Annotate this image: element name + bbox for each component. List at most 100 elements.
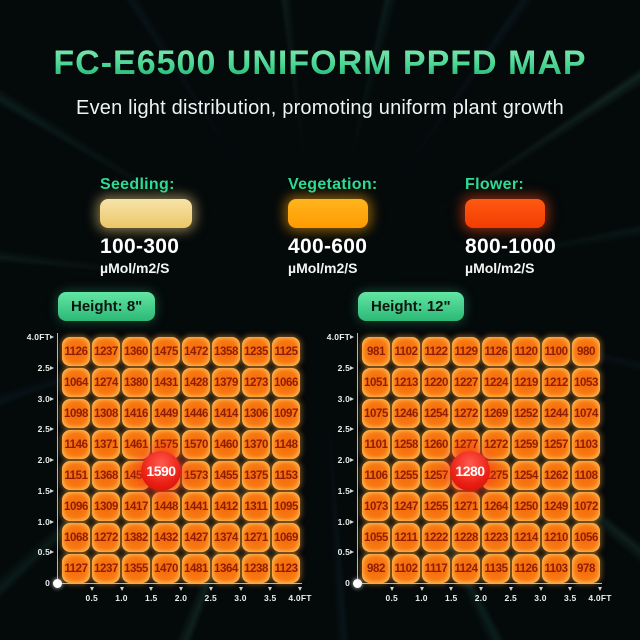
x-tick-marker xyxy=(449,587,454,591)
x-tick-label: 2.5 xyxy=(204,593,217,603)
y-tick-label: 3.0 xyxy=(337,393,350,404)
ppfd-grid: 981 1102 1122 1129 1126 1120 1100 980 1051 1213 12… xyxy=(362,337,600,583)
ppfd-cell: 1364 xyxy=(212,554,240,583)
ppfd-cell: 1238 xyxy=(242,554,270,583)
ppfd-cell: 1254 xyxy=(512,461,540,490)
flower-color-swatch xyxy=(465,199,545,228)
x-tick-marker xyxy=(89,587,94,591)
ppfd-cell: 1122 xyxy=(422,337,450,366)
ppfd-cell: 1103 xyxy=(542,554,570,583)
ppfd-cell: 1223 xyxy=(482,523,510,552)
ppfd-cell: 1126 xyxy=(62,337,90,366)
ppfd-cell: 1106 xyxy=(362,461,390,490)
legend-label: Seedling: xyxy=(100,176,175,193)
x-tick-label: 0.5 xyxy=(85,593,98,603)
x-tick-label: 2.0 xyxy=(174,593,188,603)
x-tick-label: 1.5 xyxy=(445,593,458,603)
y-tick-label: 1.0 xyxy=(337,516,350,527)
ppfd-cell: 1120 xyxy=(512,337,540,366)
x-tick-label: 4.0FT xyxy=(588,593,612,603)
ppfd-cell: 1244 xyxy=(542,399,570,428)
ppfd-cell: 1258 xyxy=(392,430,420,459)
ppfd-cell: 1247 xyxy=(392,492,420,521)
ppfd-cell: 1228 xyxy=(452,523,480,552)
ppfd-cell: 1470 xyxy=(152,554,180,583)
ppfd-cell: 1214 xyxy=(512,523,540,552)
ppfd-cell: 1255 xyxy=(422,492,450,521)
ppfd-cell: 1224 xyxy=(482,368,510,397)
ppfd-cell: 1257 xyxy=(422,461,450,490)
height-badge: Height: 12" xyxy=(358,292,464,321)
ppfd-map-height-12: Height: 12" 4.0FT 2.5 3.0 2.5 2.0 1.5 1.0 0.5 0 … xyxy=(320,292,620,622)
y-tick-marker xyxy=(50,550,54,555)
ppfd-cell: 1108 xyxy=(572,461,600,490)
ppfd-cell: 1271 xyxy=(452,492,480,521)
ppfd-cell: 1151 xyxy=(62,461,90,490)
ppfd-cell: 1273 xyxy=(242,368,270,397)
x-tick-label: 1.5 xyxy=(145,593,158,603)
y-tick-label: 2.5 xyxy=(37,362,50,373)
ppfd-cell: 1055 xyxy=(362,523,390,552)
ppfd-cell: 1441 xyxy=(182,492,210,521)
ppfd-cell: 1573 xyxy=(182,461,210,490)
ppfd-cell: 1069 xyxy=(272,523,300,552)
ppfd-cell: 1375 xyxy=(242,461,270,490)
x-tick-marker xyxy=(179,587,183,591)
ppfd-cell: 1227 xyxy=(452,368,480,397)
ppfd-cell: 1102 xyxy=(392,337,420,366)
x-tick-marker xyxy=(389,587,394,591)
ppfd-cell: 1446 xyxy=(182,399,210,428)
ppfd-cell: 1053 xyxy=(572,368,600,397)
y-tick-marker xyxy=(350,550,354,555)
y-axis-line xyxy=(357,333,358,583)
ppfd-cell: 1460 xyxy=(212,430,240,459)
y-tick-label: 1.0 xyxy=(37,516,50,527)
x-tick-label: 3.5 xyxy=(264,593,277,603)
ppfd-cell: 1382 xyxy=(122,523,150,552)
x-tick-marker xyxy=(598,587,602,591)
vegetation-color-swatch xyxy=(288,199,368,228)
peak-value-badge: 1590 xyxy=(141,451,181,491)
ppfd-cell: 1068 xyxy=(62,523,90,552)
x-axis-line xyxy=(357,583,602,584)
ppfd-cell: 1432 xyxy=(152,523,180,552)
origin-dot xyxy=(353,579,362,588)
ppfd-cell: 1264 xyxy=(482,492,510,521)
x-tick-label: 1.0 xyxy=(115,593,128,603)
ppfd-cell: 1101 xyxy=(362,430,390,459)
page-subtitle: Even light distribution, promoting unifo… xyxy=(76,97,564,119)
ppfd-cell: 1274 xyxy=(92,368,120,397)
y-tick-label: 2.0 xyxy=(37,455,50,465)
ppfd-cell: 1417 xyxy=(122,492,150,521)
ppfd-cell: 1262 xyxy=(542,461,570,490)
legend-label: Vegetation: xyxy=(288,176,378,193)
legend-label: Flower: xyxy=(465,176,524,193)
ppfd-cell: 1064 xyxy=(62,368,90,397)
y-tick-marker xyxy=(50,365,54,370)
ppfd-cell: 1249 xyxy=(542,492,570,521)
ppfd-cell: 1056 xyxy=(572,523,600,552)
y-tick-marker xyxy=(350,488,354,493)
y-tick-marker xyxy=(350,335,354,339)
ppfd-cell: 1412 xyxy=(212,492,240,521)
y-tick-label: 4.0FT xyxy=(326,332,350,342)
ppfd-cell: 1260 xyxy=(422,430,450,459)
legend-item-seedling: Seedling: 100-300 µMol/m2/S xyxy=(100,176,192,276)
legend-item-flower: Flower: 800-1000 µMol/m2/S xyxy=(465,176,556,276)
ppfd-grid: 1126 1237 1360 1475 1472 1358 1235 1125 1064 1274… xyxy=(62,337,300,583)
x-tick-marker xyxy=(238,587,243,591)
ppfd-cell: 1100 xyxy=(542,337,570,366)
ppfd-plot: 4.0FT 2.5 3.0 2.5 2.0 1.5 1.0 0.5 0 0.5 1.0 1.5 2.0… xyxy=(320,331,620,611)
ppfd-cell: 1371 xyxy=(92,430,120,459)
y-tick-label: 0.5 xyxy=(37,547,50,558)
ppfd-cell: 1098 xyxy=(62,399,90,428)
y-tick-label: 4.0FT xyxy=(26,332,50,342)
ppfd-cell: 982 xyxy=(362,554,390,583)
ppfd-cell: 1103 xyxy=(572,430,600,459)
y-tick-marker xyxy=(50,488,54,493)
ppfd-cell: 1448 xyxy=(152,492,180,521)
legend-range: 100-300 xyxy=(100,235,180,258)
y-tick-marker xyxy=(50,335,54,339)
ppfd-cell: 1272 xyxy=(482,430,510,459)
